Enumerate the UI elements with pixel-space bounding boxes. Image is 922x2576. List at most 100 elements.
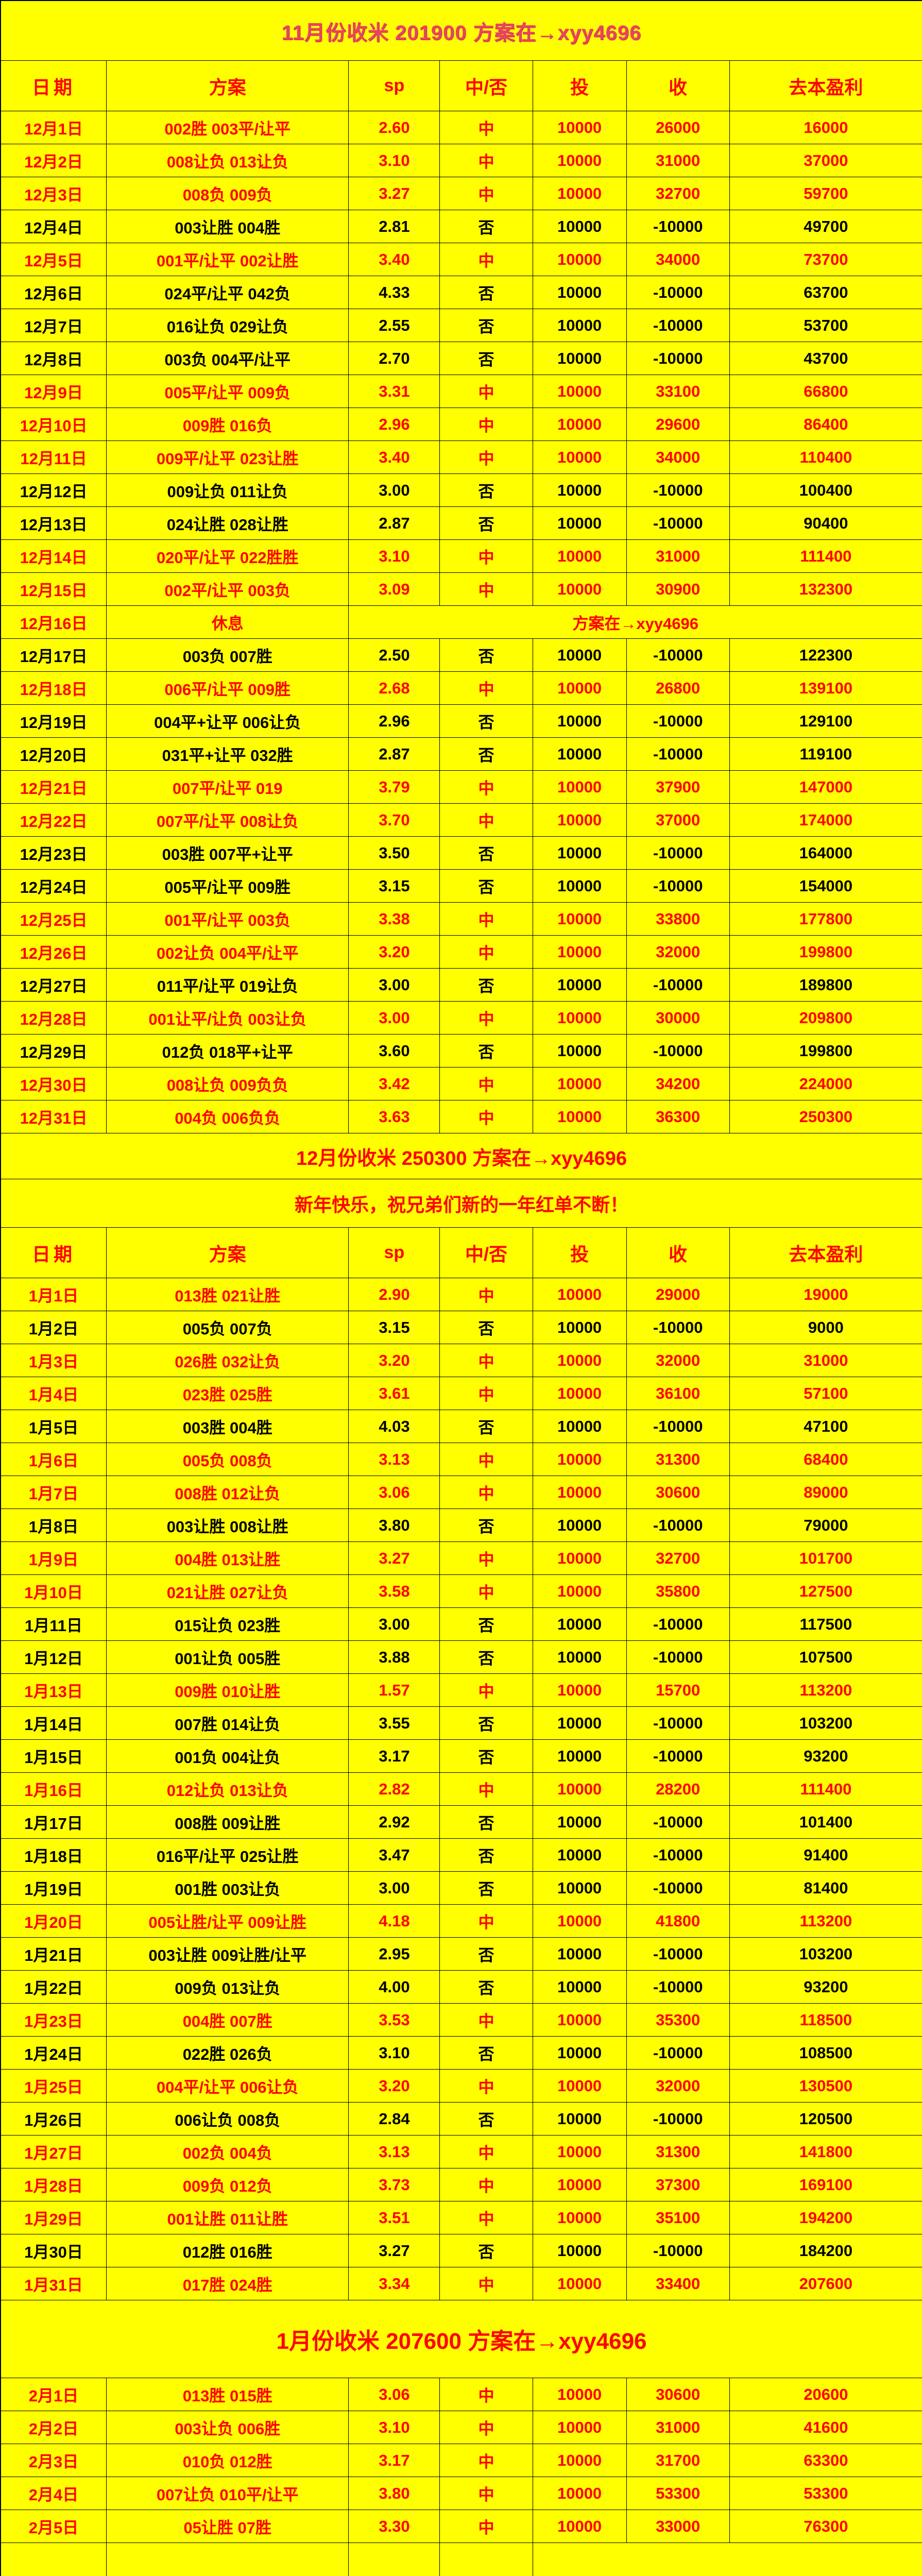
cell-profit: 37000 [729, 144, 922, 177]
cell-profit: 141800 [729, 2135, 922, 2168]
cell-bet: 10000 [532, 2477, 627, 2510]
cell-bet: 10000 [532, 1673, 627, 1707]
january-row-6: 1月7日 008胜 012让负 3.06 中 10000 30600 89000 [0, 1476, 922, 1509]
cell-profit: 199800 [729, 1034, 922, 1067]
cell-sp: 3.60 [348, 1034, 440, 1067]
cell-plan: 020平/让平 022胜胜 [106, 539, 349, 573]
january-summary-text: 1月份收米 207600 方案在→xyy4696 [1, 2300, 922, 2378]
arrow-icon: ➜ [439, 2543, 533, 2576]
cell-sp: 3.13 [348, 2135, 440, 2168]
cell-hit: 中 [439, 803, 533, 837]
cell-date: 12月19日 [0, 704, 107, 738]
promo-row: 2月6日方案已出欢迎查看➜Wx➜xyy4696 [0, 2543, 922, 2576]
cell-return: 37300 [626, 2168, 730, 2201]
cell-hit: 中 [439, 1377, 533, 1410]
cell-plan: 022胜 026负 [106, 2036, 349, 2070]
cell-hit: 否 [439, 737, 533, 771]
cell-return: 31000 [626, 539, 730, 573]
december-row-24: 12月25日 001平/让平 003负 3.38 中 10000 33800 177800 [0, 902, 922, 936]
cell-date: 12月17日 [0, 638, 107, 672]
cell-date: 1月22日 [0, 1970, 107, 2004]
cell-profit: 130500 [729, 2069, 922, 2103]
cell-return: -10000 [626, 638, 730, 672]
cell-hit: 否 [439, 2234, 533, 2267]
cell-return: -10000 [626, 1410, 730, 1443]
december-row-18: 12月19日 004平+让平 006让负 2.96 否 10000 -10000 12910… [0, 704, 922, 738]
february-row-4: 2月5日 05让胜 07胜 3.30 中 10000 33000 76300 [0, 2510, 922, 2543]
february-row-2: 2月3日 010负 012胜 3.17 中 10000 31700 63300 [0, 2444, 922, 2477]
cell-date: 1月20日 [0, 1904, 107, 1938]
cell-hit: 中 [439, 1476, 533, 1509]
cell-plan: 008胜 009让胜 [106, 1805, 349, 1839]
cell-bet: 10000 [532, 276, 627, 309]
cell-plan: 002负 004负 [106, 2135, 349, 2168]
cell-sp: 3.00 [348, 968, 440, 1002]
cell-hit: 中 [439, 671, 533, 705]
cell-plan: 005平/让平 009负 [106, 375, 349, 408]
cell-sp: 3.10 [348, 144, 440, 177]
cell-hit: 中 [439, 111, 533, 144]
january-row-19: 1月20日 005让胜/让平 009让胜 4.18 中 10000 41800 113200 [0, 1904, 922, 1938]
cell-date: 12月10日 [0, 408, 107, 441]
cell-profit: 53700 [729, 309, 922, 342]
cell-hit: 否 [439, 836, 533, 870]
january-row-21: 1月22日 009负 013让负 4.00 否 10000 -10000 93200 [0, 1970, 922, 2004]
cell-hit: 否 [439, 2102, 533, 2136]
cell-return: -10000 [626, 1706, 730, 1740]
january-row-0: 1月1日 013胜 021让胜 2.90 中 10000 29000 19000 [0, 1278, 922, 1311]
cell-hit: 中 [439, 2168, 533, 2201]
cell-date: 12月15日 [0, 572, 107, 606]
column-header-1: 方案 [106, 1227, 349, 1278]
cell-return: 32700 [626, 177, 730, 210]
january-row-13: 1月14日 007胜 014让负 3.55 否 10000 -10000 103200 [0, 1706, 922, 1740]
wechat-account[interactable]: xyy4696 [532, 2543, 922, 2576]
cell-return: 53300 [626, 2477, 730, 2510]
cell-promo[interactable]: 方案在→xyy4696 [348, 605, 922, 639]
cell-hit: 否 [439, 506, 533, 540]
cell-profit: 31000 [729, 1344, 922, 1377]
cell-bet: 10000 [532, 1937, 627, 1971]
november-banner: 11月份收米 201900 方案在→xyy4696 [1, 1, 922, 61]
cell-return: 30000 [626, 1001, 730, 1035]
december-summary-row: 12月份收米 250300 方案在→xyy4696 [1, 1133, 922, 1179]
cell-bet: 10000 [532, 1805, 627, 1839]
cell-hit: 中 [439, 770, 533, 804]
december-summary-text: 12月份收米 250300 方案在→xyy4696 [1, 1133, 922, 1179]
cell-return: 36300 [626, 1100, 730, 1133]
wechat-label[interactable]: Wx [348, 2543, 440, 2576]
cell-date: 1月16日 [0, 1772, 107, 1806]
cell-sp: 3.70 [348, 803, 440, 837]
cell-bet: 10000 [532, 671, 627, 705]
cell-profit: 110400 [729, 440, 922, 474]
cell-sp: 2.87 [348, 737, 440, 771]
cell-plan: 024让胜 028让胜 [106, 506, 349, 540]
cell-hit: 中 [439, 1278, 533, 1311]
cell-date: 1月28日 [0, 2168, 107, 2201]
december-row-26: 12月27日 011平/让平 019让负 3.00 否 10000 -10000 18980… [0, 968, 922, 1002]
cell-return: 32000 [626, 2069, 730, 2103]
cell-bet: 10000 [532, 803, 627, 837]
cell-profit: 90400 [729, 506, 922, 540]
cell-bet: 10000 [532, 2003, 627, 2037]
cell-hit: 中 [439, 902, 533, 936]
cell-date: 2月4日 [0, 2477, 107, 2510]
cell-hit: 否 [439, 1871, 533, 1905]
cell-plan: 005让胜/让平 009让胜 [106, 1904, 349, 1938]
cell-bet: 10000 [532, 111, 627, 144]
cell-return: 34200 [626, 1067, 730, 1100]
cell-profit: 41600 [729, 2411, 922, 2444]
cell-date: 12月30日 [0, 1067, 107, 1100]
cell-date: 12月11日 [0, 440, 107, 474]
cell-plan: 003让负 006胜 [106, 2411, 349, 2444]
cell-hit: 否 [439, 342, 533, 375]
cell-return: -10000 [626, 342, 730, 375]
cell-bet: 10000 [532, 1476, 627, 1509]
january-row-4: 1月5日 003胜 004胜 4.03 否 10000 -10000 47100 [0, 1410, 922, 1443]
cell-hit: 中 [439, 2069, 533, 2103]
january-row-27: 1月28日 009负 012负 3.73 中 10000 37300 169100 [0, 2168, 922, 2201]
january-row-11: 1月12日 001让负 005胜 3.88 否 10000 -10000 107500 [0, 1640, 922, 1674]
cell-plan: 007平/让平 019 [106, 770, 349, 804]
cell-sp: 3.20 [348, 2069, 440, 2103]
cell-sp: 3.15 [348, 1311, 440, 1344]
cell-date: 1月21日 [0, 1937, 107, 1971]
